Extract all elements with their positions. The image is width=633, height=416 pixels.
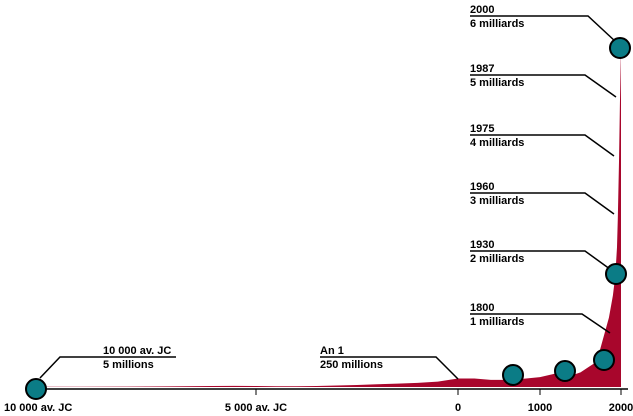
annotation: 10 000 av. JC 5 millions xyxy=(39,345,176,379)
annotation-value: 3 milliards xyxy=(470,195,524,207)
annotation-value: 4 milliards xyxy=(470,137,524,149)
annotation-value: 6 milliards xyxy=(470,18,524,30)
annotation-pointer xyxy=(470,15,617,43)
data-point-marker xyxy=(502,364,524,386)
annotation-value: 5 milliards xyxy=(470,77,524,89)
x-axis: 10 000 av. JC 5 000 av. JC 0 1000 2000 xyxy=(4,388,633,414)
annotation: 1960 3 milliards xyxy=(470,181,615,215)
annotation: 1987 5 milliards xyxy=(470,63,617,98)
annotation: 1975 4 milliards xyxy=(470,123,615,157)
annotation-pointer xyxy=(39,356,176,379)
annotation-year: 1960 xyxy=(470,181,494,193)
annotation-year: 1800 xyxy=(470,302,494,314)
x-tick-label: 0 xyxy=(455,402,461,414)
annotation-pointer xyxy=(320,356,459,380)
annotation-pointer xyxy=(470,313,611,334)
x-tick-label: 1000 xyxy=(528,402,552,414)
annotation-value: 5 millions xyxy=(103,359,154,371)
data-point-marker xyxy=(593,349,615,371)
annotation-value: 1 milliards xyxy=(470,316,524,328)
annotation-year: 1930 xyxy=(470,239,494,251)
annotation-pointer xyxy=(470,134,615,157)
annotation: 1930 2 milliards xyxy=(470,239,615,273)
data-point-marker xyxy=(554,360,576,382)
x-tick-label: 5 000 av. JC xyxy=(225,402,287,414)
annotation: 2000 6 milliards xyxy=(470,4,617,43)
annotation: 1800 1 milliards xyxy=(470,302,611,334)
annotation-value: 250 millions xyxy=(320,359,383,371)
data-point-marker xyxy=(609,37,631,59)
data-point-marker xyxy=(605,263,627,285)
annotation-year: 1987 xyxy=(470,63,494,75)
annotation-layer: 10 000 av. JC 5 millions An 1 250 millions 1… xyxy=(39,4,617,380)
data-point-marker xyxy=(25,378,47,400)
annotation-year: 2000 xyxy=(470,4,494,16)
x-tick-label: 10 000 av. JC xyxy=(4,402,72,414)
annotation-year: 10 000 av. JC xyxy=(103,345,171,357)
annotation: An 1 250 millions xyxy=(320,345,459,380)
annotation-pointer xyxy=(470,250,615,273)
annotation-year: 1975 xyxy=(470,123,494,135)
marker-layer xyxy=(25,37,631,400)
annotation-value: 2 milliards xyxy=(470,253,524,265)
annotation-pointer xyxy=(470,74,617,98)
annotation-year: An 1 xyxy=(320,345,344,357)
annotation-pointer xyxy=(470,192,615,215)
x-tick-label: 2000 xyxy=(609,402,633,414)
population-area-layer xyxy=(36,48,621,387)
population-area xyxy=(36,48,621,387)
